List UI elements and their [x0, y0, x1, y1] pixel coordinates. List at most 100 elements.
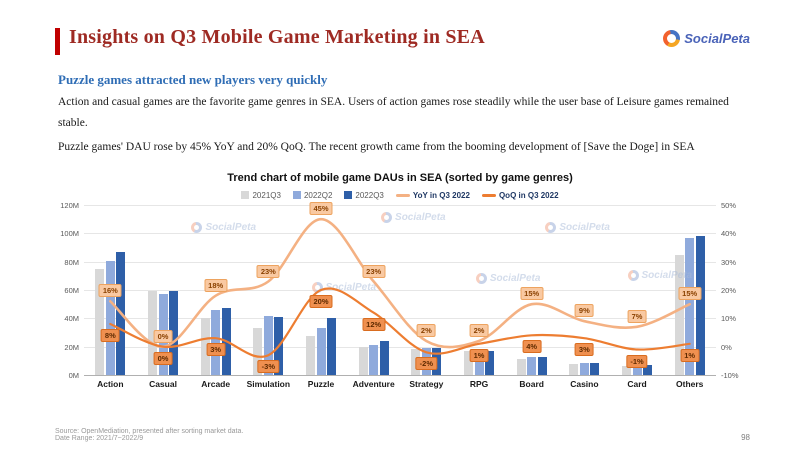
- body-paragraph-1: Action and casual games are the favorite…: [58, 96, 729, 129]
- legend-item: 2021Q3: [241, 191, 281, 200]
- x-axis-label: Simulation: [246, 379, 291, 389]
- x-axis-label: Casual: [149, 379, 177, 389]
- bar-2022Q3: [379, 341, 389, 375]
- bar-2022Q3: [643, 365, 652, 375]
- bar-2021Q3: [253, 328, 263, 375]
- socialpeta-logo-text: SocialPeta: [684, 31, 750, 46]
- line-value-label: -1%: [626, 354, 648, 368]
- bar-2022Q2: [316, 327, 326, 375]
- left-axis-tick: 60M: [64, 286, 79, 295]
- plot-area: SocialPeta SocialPeta SocialPeta SocialPeta…: [84, 202, 716, 376]
- bar-2022Q2: [211, 310, 221, 375]
- x-axis-label: Adventure: [352, 379, 395, 389]
- line-value-label: 2%: [416, 324, 436, 337]
- x-axis-label: RPG: [469, 379, 489, 389]
- slide-subtitle: Puzzle games attracted new players very …: [58, 72, 328, 87]
- bar-2021Q3: [622, 365, 631, 375]
- line-value-label: 2%: [469, 324, 489, 337]
- x-axis-label: Others: [676, 379, 704, 389]
- line-value-label: 8%: [100, 329, 120, 342]
- page-number: 98: [741, 433, 750, 442]
- x-axis-label: Strategy: [409, 379, 444, 389]
- line-value-label: 15%: [520, 287, 544, 301]
- line-value-label: 0%: [153, 351, 173, 365]
- bar-2022Q2: [632, 364, 642, 375]
- x-axis-label: Card: [627, 379, 647, 389]
- line-value-label: 3%: [574, 343, 594, 357]
- line-value-label: 45%: [309, 202, 333, 216]
- bar-2021Q3: [569, 363, 579, 375]
- legend-label: 2022Q2: [303, 190, 333, 200]
- legend-label: QoQ in Q3 2022: [498, 190, 559, 200]
- gridline: [84, 233, 716, 235]
- bar-2022Q3: [590, 362, 600, 375]
- right-axis-tick: 30%: [721, 257, 737, 267]
- gridline: [84, 290, 716, 291]
- line-value-label: 12%: [362, 317, 386, 331]
- gridline: [84, 318, 716, 320]
- body-paragraph-2: Puzzle games' DAU rose by 45% YoY and 20…: [58, 141, 695, 154]
- right-axis-tick: 0%: [721, 342, 732, 352]
- bar-2022Q3: [485, 350, 494, 375]
- socialpeta-logo: SocialPeta: [663, 30, 750, 47]
- line-value-label: 20%: [309, 295, 333, 308]
- left-axis-tick: 100M: [60, 229, 79, 239]
- line-value-label: -2%: [415, 357, 437, 371]
- footer-source: Source: OpenMediation, presented after s…: [55, 428, 244, 435]
- line-value-label: 4%: [522, 340, 542, 354]
- x-axis-label: Casino: [570, 379, 599, 389]
- bar-2021Q3: [464, 351, 473, 375]
- x-axis-label: Puzzle: [307, 379, 335, 389]
- left-axis-tick: 120M: [60, 201, 79, 210]
- left-axis-tick: 80M: [64, 257, 79, 267]
- bar-2022Q2: [579, 363, 589, 375]
- x-axis-label: Arcade: [201, 379, 231, 389]
- gridline: [84, 261, 716, 263]
- line-value-label: 1%: [469, 348, 489, 362]
- legend-item: 2022Q3: [344, 190, 384, 200]
- page-title: Insights on Q3 Mobile Game Marketing in …: [69, 26, 485, 48]
- gridline: [84, 205, 716, 206]
- right-axis-tick: 10%: [721, 314, 737, 324]
- line-value-label: 23%: [362, 264, 386, 278]
- right-axis-tick: -10%: [721, 371, 739, 380]
- dau-trend-chart: Trend chart of mobile game DAUs in SEA (…: [48, 172, 752, 389]
- line-value-label: 23%: [256, 264, 280, 278]
- bar-2022Q2: [105, 260, 115, 375]
- bar-2022Q3: [537, 356, 547, 375]
- body-text: Action and casual games are the favorite…: [58, 92, 748, 162]
- left-axis-tick: 40M: [64, 314, 79, 324]
- bar-2021Q3: [95, 268, 105, 375]
- legend-line-swatch: [481, 193, 496, 197]
- line-value-label: 1%: [680, 348, 700, 362]
- line-value-label: 3%: [206, 343, 226, 357]
- x-axis-label: Action: [97, 379, 124, 389]
- right-axis: -10% 0% 10% 20% 30% 40% 50%: [716, 201, 752, 380]
- legend-label: 2022Q3: [355, 190, 384, 200]
- bar-2021Q3: [148, 291, 157, 375]
- bar-2021Q3: [306, 335, 315, 375]
- gridline: [84, 346, 716, 348]
- header: Insights on Q3 Mobile Game Marketing in …: [55, 26, 750, 60]
- bar-2021Q3: [516, 359, 526, 375]
- legend-swatch: [241, 191, 250, 199]
- legend-item: QoQ in Q3 2022: [481, 190, 559, 200]
- bar-2022Q3: [327, 318, 336, 375]
- x-axis: Action Casual Arcade Simulation Puzzle Advent…: [84, 379, 716, 389]
- line-value-label: 15%: [678, 287, 702, 301]
- line-value-label: 9%: [574, 304, 594, 318]
- legend-swatch: [292, 191, 301, 199]
- footer: Source: OpenMediation, presented after s…: [55, 428, 750, 442]
- right-axis-tick: 50%: [721, 201, 737, 210]
- line-QoQ in Q3 2022: [109, 287, 691, 358]
- bar-2022Q2: [527, 357, 537, 375]
- title-accent-bar: [55, 28, 60, 55]
- legend-label: YoY in Q3 2022: [412, 190, 470, 200]
- chart-legend: 2021Q3 2022Q2 2022Q3 YoY in Q3 2022 QoQ in Q…: [48, 188, 752, 202]
- line-value-label: 7%: [627, 309, 647, 323]
- bar-2021Q3: [358, 347, 368, 375]
- left-axis-tick: 0M: [68, 371, 79, 380]
- line-value-label: 16%: [98, 284, 122, 298]
- trend-lines: [109, 217, 691, 358]
